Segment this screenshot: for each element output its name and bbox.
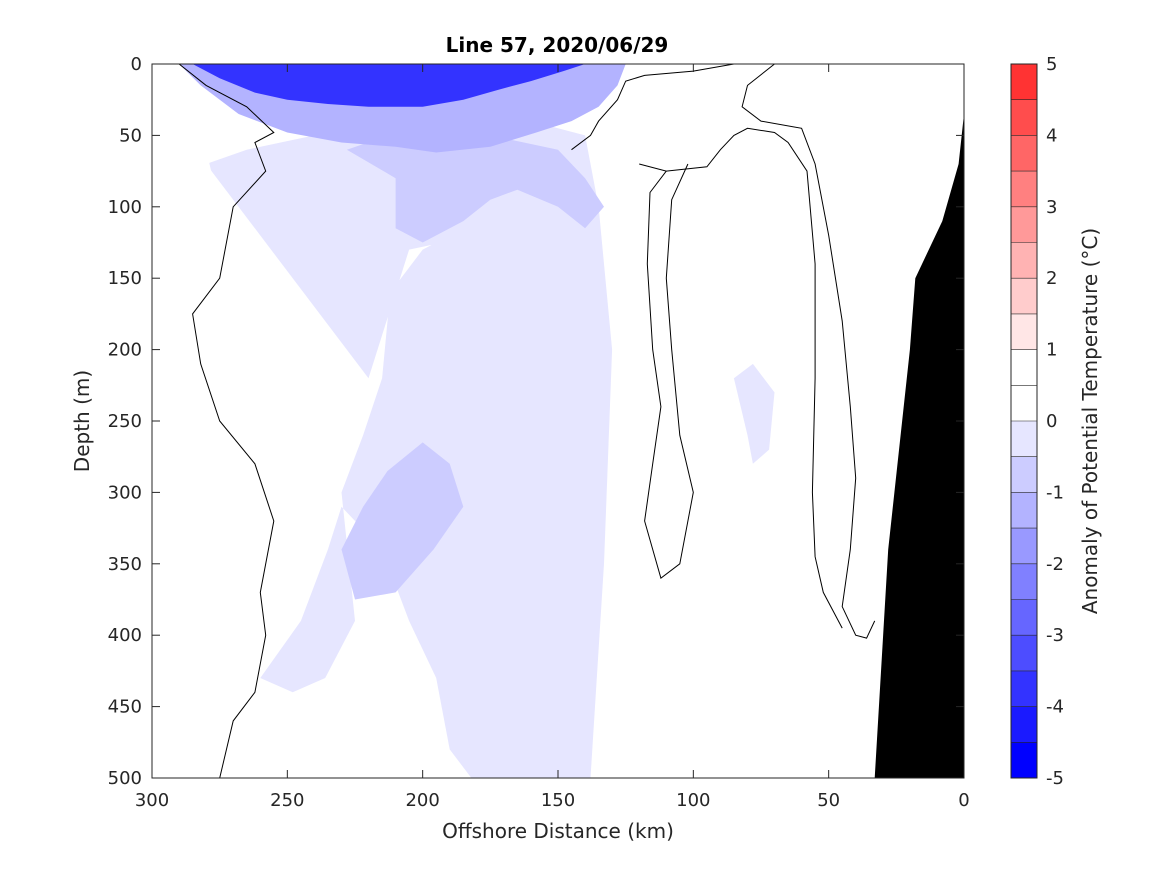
colorbar-swatch-17 [1011,135,1037,172]
colorbar-swatch-3 [1011,635,1037,671]
colorbar-swatch-10 [1011,385,1037,421]
colorbar-frame [1010,63,1038,779]
zero-contour-0 [178,63,275,779]
colorbar-swatch-0 [1011,742,1037,778]
colorbar-tick-label-9: -4 [1046,697,1064,718]
anomaly-region-3 [152,349,207,414]
colorbar-tick-label-0: 5 [1046,54,1057,75]
colorbar-tick-label-3: 2 [1046,268,1057,289]
y-axis: 0 50 100 150 200 250 300 350 400 450 500 [108,54,964,789]
colorbar-tick-label-8: -3 [1046,625,1064,646]
x-axis: 300 250 200 150 100 50 0 [135,64,970,811]
x-tick-label-1: 250 [270,790,304,811]
anomaly-region-6 [346,128,604,243]
y-tick-label-6: 300 [108,482,142,503]
colorbar: 5 4 3 2 1 0 -1 -2 -3 -4 -5 [1010,54,1064,789]
anomaly-region-2 [152,64,220,279]
x-axis-label: Offshore Distance (km) [442,819,674,843]
anomaly-region-4 [625,104,734,147]
colorbar-swatch-14 [1011,242,1037,279]
y-tick-label-1: 50 [119,125,142,146]
x-tick-label-3: 150 [541,790,575,811]
y-tick-label-8: 400 [108,625,142,646]
colorbar-swatch-15 [1011,206,1037,243]
y-tick-label-2: 100 [108,197,142,218]
y-tick-label-3: 150 [108,268,142,289]
colorbar-tick-label-10: -5 [1046,768,1064,789]
x-tick-label-4: 100 [676,790,710,811]
x-tick-label-6: 0 [958,790,969,811]
zero-contour-layer [178,63,876,779]
y-axis-label: Depth (m) [70,370,94,472]
colorbar-swatch-8 [1011,456,1037,493]
zero-contour-3 [644,163,694,579]
zero-contour-2 [639,127,843,629]
anomaly-region-7 [341,442,464,600]
zero-contour-1 [571,63,876,639]
y-tick-label-7: 350 [108,554,142,575]
colorbar-swatch-7 [1011,492,1037,529]
y-tick-label-5: 250 [108,411,142,432]
chart-title: Line 57, 2020/06/29 [446,33,669,57]
colorbar-tick-label-4: 1 [1046,340,1057,361]
colorbar-tick-label-7: -2 [1046,554,1064,575]
colorbar-swatch-19 [1011,64,1037,100]
y-tick-label-0: 0 [131,54,142,75]
colorbar-swatch-18 [1011,99,1037,136]
y-tick-label-9: 450 [108,697,142,718]
anomaly-region-9 [192,64,586,107]
anomaly-fill-layer [152,64,937,779]
colorbar-swatch-4 [1011,599,1037,636]
colorbar-swatch-13 [1011,278,1037,314]
colorbar-label: Anomaly of Potential Temperature (°C) [1078,228,1102,614]
y-tick-label-4: 200 [108,340,142,361]
colorbar-swatch-2 [1011,670,1037,707]
anomaly-region-1 [733,363,775,464]
colorbar-swatch-5 [1011,563,1037,600]
colorbar-tick-label-2: 3 [1046,197,1057,218]
colorbar-swatch-11 [1011,349,1037,386]
anomaly-region-0 [206,121,613,779]
colorbar-swatch-9 [1011,421,1037,457]
bathymetry-layer [874,114,964,778]
colorbar-tick-label-1: 4 [1046,125,1057,146]
bathymetry-mask [874,114,964,778]
colorbar-tick-label-5: 0 [1046,411,1057,432]
x-tick-label-5: 50 [817,790,840,811]
colorbar-tick-label-6: -1 [1046,482,1064,503]
y-tick-label-10: 500 [108,768,142,789]
colorbar-swatch-16 [1011,171,1037,207]
anomaly-region-5 [828,64,937,150]
x-tick-label-0: 300 [135,790,169,811]
colorbar-swatch-1 [1011,706,1037,743]
colorbar-swatch-6 [1011,528,1037,564]
colorbar-swatch-12 [1011,313,1037,350]
x-tick-label-2: 200 [405,790,439,811]
